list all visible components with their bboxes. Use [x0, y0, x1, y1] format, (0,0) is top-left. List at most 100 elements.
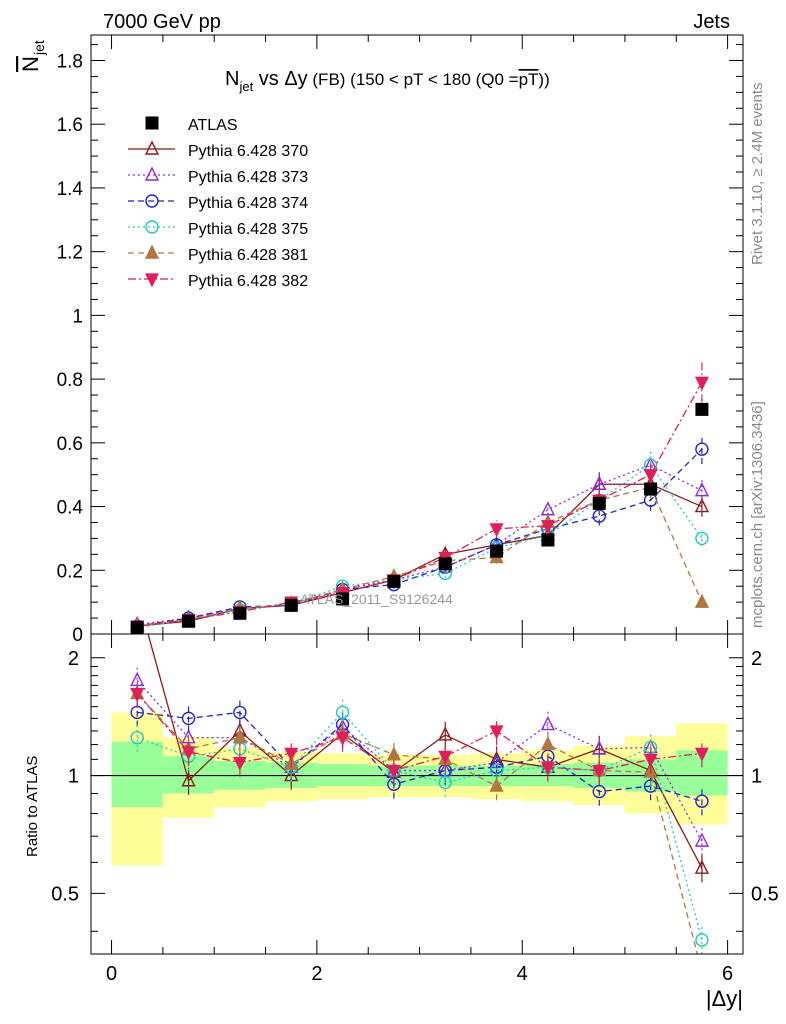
- ratio-y-label: Ratio to ATLAS: [24, 756, 41, 857]
- header-left: 7000 GeV pp: [103, 11, 221, 33]
- chart-title: Njet vs Δy (FB) (150 < pT < 180 (Q0 =pT)…: [225, 68, 550, 94]
- main-y-tick-label: 1.8: [57, 51, 83, 72]
- data-point: [540, 520, 555, 535]
- title-vs: vs: [253, 68, 284, 90]
- ratio-data-point: [335, 705, 350, 720]
- ratio-data-point: [540, 715, 556, 731]
- ratio-data-point: [386, 764, 401, 779]
- ratio-y-tick-label: 2: [68, 648, 79, 670]
- series-atlas: [130, 402, 709, 634]
- ratio-plot-ticks: 0.5 0.5 1 1 2 2 0 2 4 6: [51, 634, 779, 985]
- data-point: [438, 557, 452, 571]
- title-close: )): [538, 70, 549, 89]
- ratio-y-tick-label: 0.5: [51, 883, 79, 905]
- legend-marker: [144, 244, 160, 259]
- title-n: N: [225, 68, 239, 90]
- data-point: [130, 621, 144, 634]
- ratio-plot-series: [130, 634, 710, 954]
- legend-marker: [144, 166, 160, 181]
- ratio-data-point: [695, 933, 709, 947]
- legend-label: Pythia 6.428 382: [188, 273, 308, 290]
- ratio-data-point: [643, 753, 658, 768]
- ratio-data-point: [643, 779, 658, 793]
- x-tick-label: 2: [311, 963, 322, 985]
- ratio-data-point: [181, 711, 196, 726]
- data-point: [233, 606, 247, 620]
- ratio-data-point: [438, 726, 453, 741]
- main-y-tick-label: 1.2: [57, 243, 83, 264]
- ratio-series-line: [137, 711, 703, 802]
- green-band-bin: [111, 741, 163, 808]
- ratio-data-point: [438, 750, 453, 765]
- main-y-tick-label: 0.2: [57, 561, 83, 582]
- y-label-n: N: [18, 56, 43, 72]
- ratio-y-tick-label-right: 1: [751, 766, 762, 788]
- data-point: [644, 482, 658, 496]
- ratio-series-line: [136, 680, 703, 842]
- ratio-data-point: [540, 761, 555, 776]
- data-point: [695, 531, 709, 546]
- legend-label: ATLAS: [188, 117, 238, 134]
- data-point: [182, 614, 196, 628]
- ratio-data-point: [232, 756, 247, 771]
- legend-label: Pythia 6.428 375: [188, 221, 308, 238]
- header-right: Jets: [693, 11, 730, 33]
- series-pythia-6-428-370: [130, 472, 710, 632]
- legend-entry: Pythia 6.428 373: [128, 166, 308, 186]
- ratio-data-point: [181, 746, 196, 761]
- ratio-uncertainty-bands: [111, 712, 728, 866]
- legend-marker: [145, 273, 159, 288]
- x-tick-label: 0: [106, 963, 117, 985]
- data-point: [695, 402, 709, 416]
- data-point: [694, 497, 710, 513]
- data-point: [643, 469, 658, 484]
- ratio-plot-frame: [90, 633, 744, 955]
- legend-label: Pythia 6.428 370: [188, 143, 308, 160]
- legend-entry: Pythia 6.428 374: [128, 194, 308, 212]
- data-point: [387, 574, 401, 588]
- ratio-data-point: [489, 777, 504, 792]
- legend-entry: Pythia 6.428 382: [128, 273, 308, 290]
- ratio-series-pythia-6-428-381: [130, 680, 698, 954]
- x-tick-label: 4: [517, 963, 528, 985]
- ratio-data-point: [540, 736, 556, 751]
- ratio-y-tick-label: 1: [68, 766, 79, 788]
- series-line: [137, 486, 703, 627]
- mcplots-note: mcplots.cern.ch [arXiv:1306.3436]: [749, 401, 766, 628]
- ratio-series-line: [136, 693, 703, 772]
- ratio-data-point: [335, 732, 350, 746]
- ratio-data-point: [130, 730, 144, 745]
- ratio-data-point: [233, 705, 247, 720]
- ratio-data-point: [438, 775, 452, 790]
- main-y-tick-label: 0.6: [57, 434, 83, 455]
- main-y-tick-label: 1: [72, 306, 83, 327]
- data-point: [490, 544, 504, 558]
- ratio-data-point: [592, 764, 607, 779]
- ratio-series-line: [147, 634, 703, 869]
- ratio-data-point: [489, 725, 504, 740]
- ratio-data-point: [284, 747, 299, 762]
- ratio-y-tick-label-right: 0.5: [751, 883, 779, 905]
- title-jet-sub: jet: [238, 79, 253, 94]
- ratio-data-point: [695, 794, 709, 808]
- ratio-data-point: [592, 784, 606, 799]
- legend-label: Pythia 6.428 374: [188, 195, 308, 212]
- main-y-label: N jet: [18, 40, 47, 72]
- series-pythia-6-428-381: [130, 475, 710, 632]
- legend-entry: Pythia 6.428 381: [128, 244, 308, 264]
- legend-entry: Pythia 6.428 375: [128, 220, 308, 238]
- series-line: [137, 381, 703, 627]
- data-point: [592, 475, 607, 490]
- main-plot-series: [130, 362, 710, 634]
- data-point: [592, 496, 606, 510]
- legend-marker: [144, 140, 160, 155]
- data-point: [694, 482, 710, 497]
- ratio-series-pythia-6-428-370: [147, 634, 710, 883]
- main-plot-ticks: 0 0.2 0.4 0.6 0.8 1 1.2 1.4 1.6 1.8: [57, 35, 743, 646]
- ratio-series-pythia-6-428-382: [130, 680, 709, 785]
- ratio-data-point: [694, 747, 709, 762]
- legend-marker: [145, 116, 159, 130]
- series-line: [137, 448, 703, 627]
- legend-label: Pythia 6.428 381: [188, 247, 308, 264]
- legend-label: Pythia 6.428 373: [188, 169, 308, 186]
